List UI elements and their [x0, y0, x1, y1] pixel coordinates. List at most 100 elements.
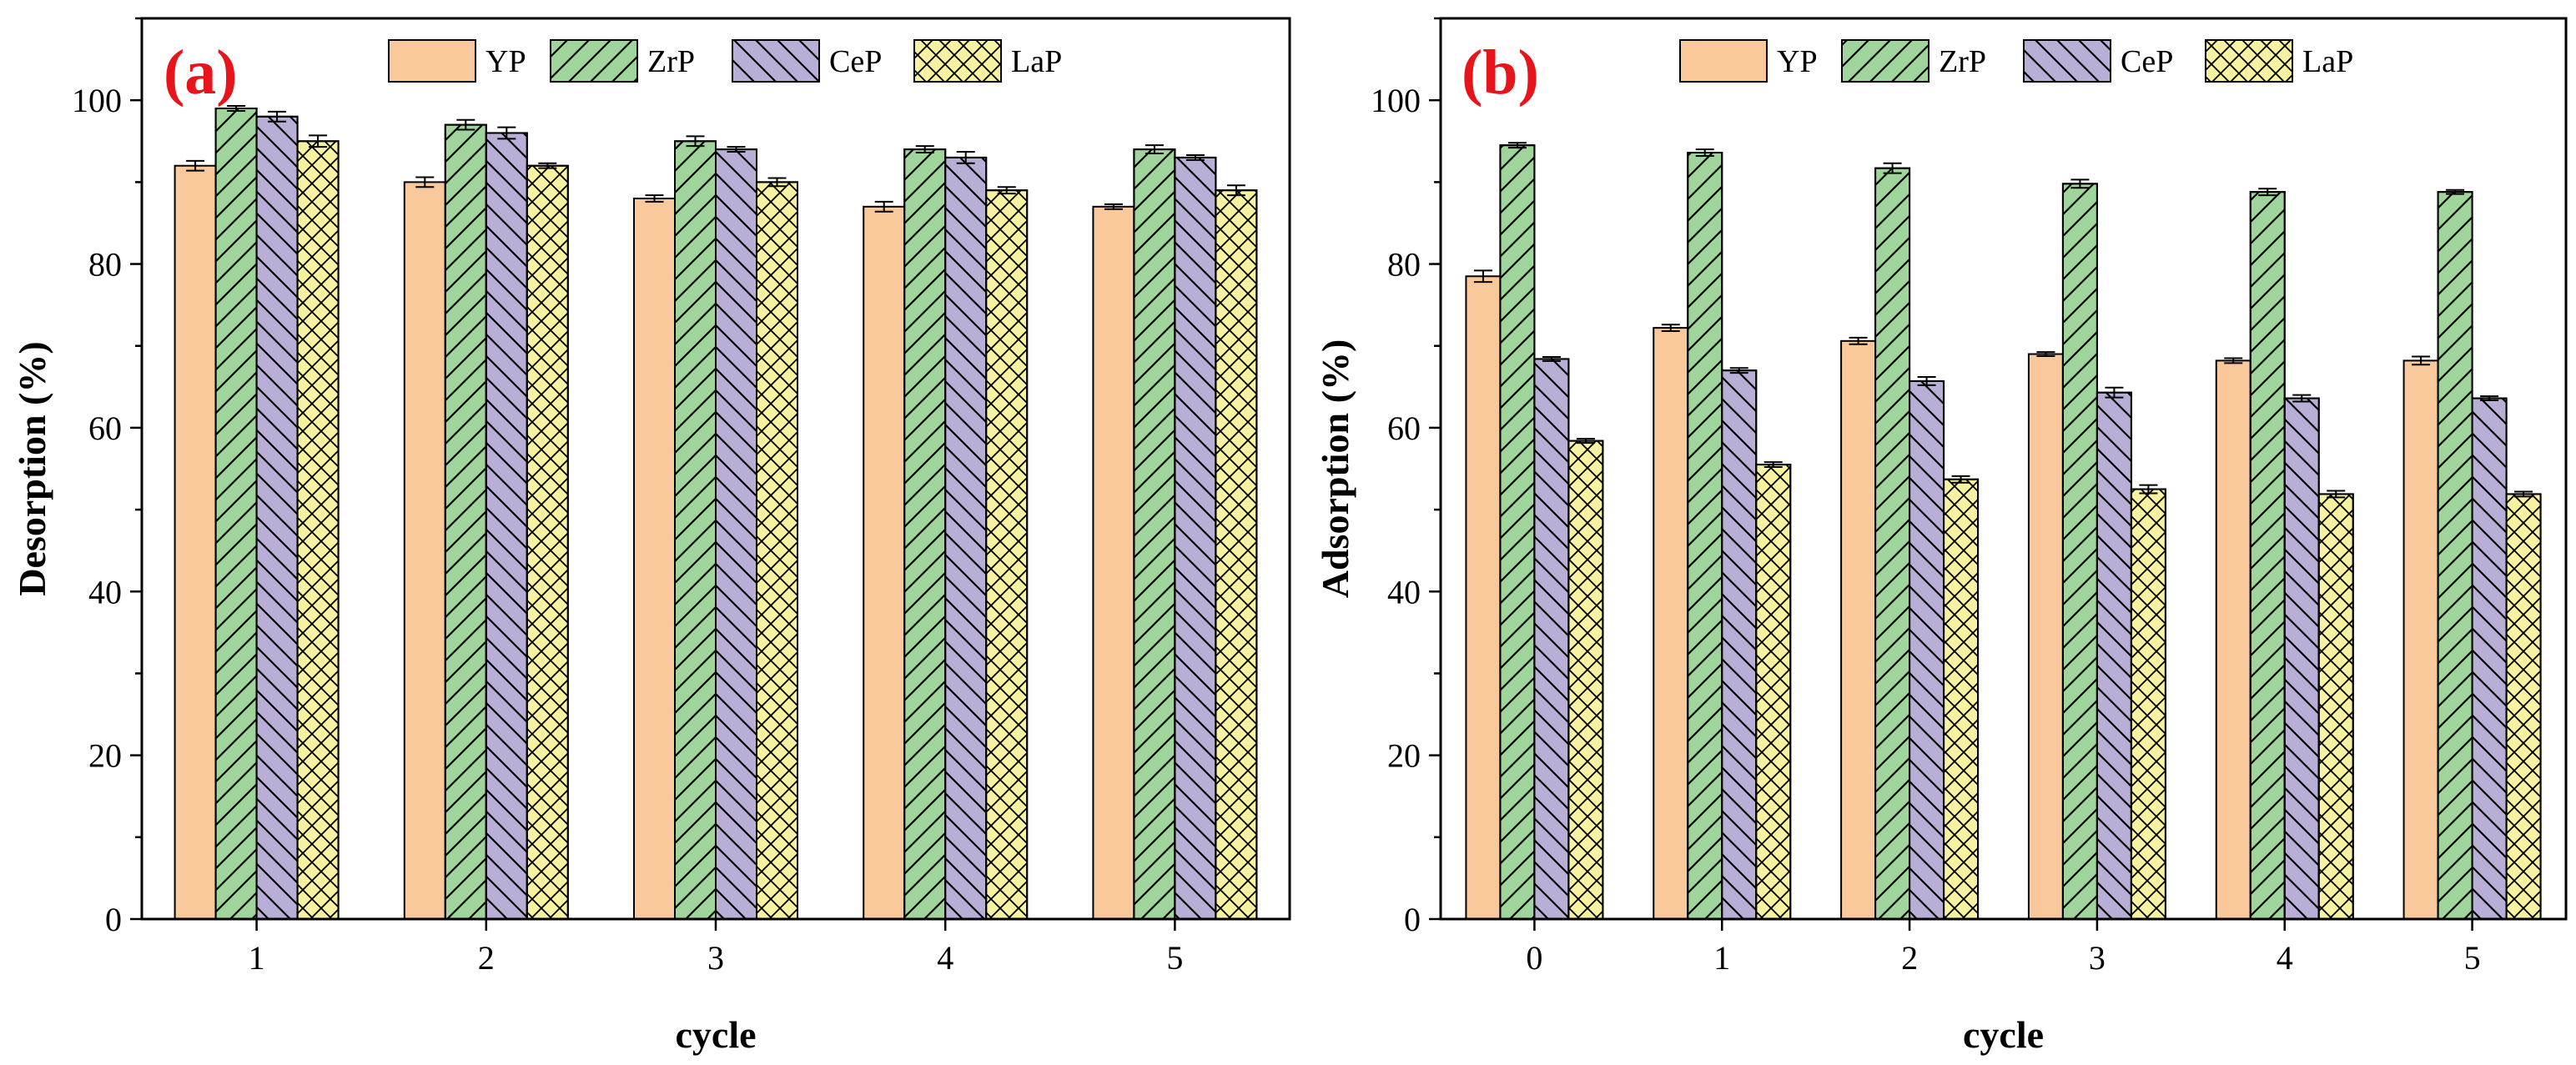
bar-hatch-CeP-3	[2096, 391, 2132, 920]
desorption-panel-label: (a)	[164, 38, 238, 108]
adsorption-x-axis-title: cycle	[1963, 1013, 2044, 1056]
x-tick-label: 0	[1526, 939, 1542, 977]
adsorption-y-axis-title: Adsorption (%)	[1314, 339, 1356, 599]
legend-label-ZrP: ZrP	[1939, 44, 1986, 79]
bar-YP-3	[633, 198, 676, 920]
bar-hatch-CeP-2	[485, 132, 528, 921]
desorption-x-axis-title: cycle	[675, 1013, 756, 1056]
x-tick-label: 3	[707, 939, 724, 977]
legend-label-ZrP: ZrP	[647, 44, 695, 79]
bar-YP-2	[1840, 339, 1877, 920]
y-tick-label: 0	[1404, 901, 1421, 938]
bar-YP-2	[403, 181, 446, 920]
bar-hatch-LaP-3	[756, 181, 798, 920]
bar-YP-4	[2215, 359, 2251, 920]
y-tick-label: 20	[1387, 737, 1421, 775]
desorption-y-axis: 0 20 40 60 80 100	[72, 17, 142, 938]
bar-hatch-ZrP-4	[903, 148, 947, 921]
legend-swatch-hatch-LaP	[913, 39, 1002, 83]
x-tick-label: 3	[2089, 939, 2106, 977]
y-tick-label: 100	[72, 82, 122, 119]
bar-hatch-ZrP-3	[674, 140, 717, 921]
bar-hatch-LaP-4	[2317, 493, 2354, 920]
bar-hatch-LaP-4	[985, 189, 1029, 920]
y-tick-label: 100	[1371, 82, 1421, 119]
adsorption-panel-label: (b)	[1462, 38, 1539, 108]
x-tick-label: 1	[249, 939, 265, 977]
bar-hatch-ZrP-1	[1687, 152, 1723, 920]
x-tick-label: 4	[2277, 939, 2293, 977]
bar-hatch-CeP-5	[1174, 156, 1217, 920]
bar-YP-1	[1653, 327, 1689, 920]
bar-YP-1	[174, 164, 217, 920]
bar-hatch-ZrP-1	[214, 108, 258, 920]
bar-hatch-LaP-1	[1755, 464, 1792, 920]
desorption-bars	[174, 108, 1258, 921]
legend-swatch-YP	[1679, 39, 1768, 83]
legend-swatch-hatch-ZrP	[550, 39, 638, 83]
legend-swatch-YP	[388, 39, 476, 83]
desorption-x-axis: 1 2 3 4 5	[249, 919, 1183, 977]
bar-hatch-LaP-5	[2505, 493, 2542, 920]
legend-label-CeP: CeP	[829, 44, 882, 79]
y-tick-label: 40	[1387, 573, 1421, 610]
x-tick-label: 5	[2464, 939, 2481, 977]
bar-hatch-CeP-5	[2471, 397, 2508, 920]
bar-YP-5	[2402, 359, 2439, 920]
legend-swatch-hatch-CeP	[732, 39, 820, 83]
bar-hatch-LaP-5	[1215, 189, 1258, 920]
x-tick-label: 4	[937, 939, 953, 977]
adsorption-chart-panel: 0 20 40 60 80 100 0 1 2 3 4 5 Adsorption (%) cycle…	[1314, 17, 2568, 1056]
bar-YP-3	[2027, 353, 2064, 920]
legend-swatch-hatch-CeP	[2023, 39, 2111, 83]
bar-hatch-CeP-2	[1909, 379, 1945, 921]
bar-hatch-ZrP-2	[1874, 167, 1911, 920]
adsorption-bars	[1465, 144, 2542, 921]
x-tick-label: 1	[1713, 939, 1730, 977]
bar-hatch-ZrP-5	[2437, 191, 2473, 921]
desorption-legend: YP ZrP CeP LaP	[388, 39, 1062, 83]
bar-hatch-ZrP-4	[2249, 191, 2286, 921]
bar-hatch-CeP-4	[2283, 397, 2320, 920]
bar-hatch-ZrP-2	[444, 123, 487, 921]
bar-hatch-ZrP-0	[1499, 144, 1536, 920]
y-tick-label: 40	[88, 573, 122, 610]
adsorption-y-axis: 0 20 40 60 80 100	[1371, 17, 1441, 938]
legend-label-LaP: LaP	[1011, 44, 1062, 79]
legend-label-LaP: LaP	[2302, 44, 2353, 79]
bar-YP-0	[1465, 275, 1502, 921]
bar-hatch-CeP-1	[255, 115, 299, 920]
bar-YP-5	[1092, 205, 1135, 920]
bar-hatch-CeP-0	[1533, 358, 1570, 921]
bar-hatch-ZrP-3	[2061, 183, 2098, 920]
adsorption-legend: YP ZrP CeP LaP	[1679, 39, 2353, 83]
x-tick-label: 2	[1901, 939, 1918, 977]
bar-hatch-LaP-2	[1943, 478, 1980, 920]
legend-swatch-hatch-ZrP	[1841, 39, 1929, 83]
y-tick-label: 80	[1387, 246, 1421, 284]
bar-hatch-LaP-2	[526, 164, 569, 920]
adsorption-plot-frame	[1439, 17, 2568, 921]
y-tick-label: 60	[1387, 409, 1421, 447]
bar-hatch-LaP-3	[2130, 488, 2166, 920]
bar-hatch-CeP-4	[944, 156, 988, 920]
bar-hatch-LaP-1	[296, 140, 340, 921]
adsorption-x-axis: 0 1 2 3 4 5	[1526, 919, 2481, 977]
legend-label-YP: YP	[1777, 44, 1818, 79]
legend-label-CeP: CeP	[2121, 44, 2173, 79]
y-tick-label: 0	[105, 901, 122, 938]
desorption-error-bars	[186, 105, 1245, 213]
y-tick-label: 20	[88, 737, 122, 775]
bar-hatch-CeP-3	[715, 148, 757, 921]
bar-hatch-LaP-0	[1567, 440, 1604, 920]
bar-hatch-CeP-1	[1721, 369, 1758, 920]
y-tick-label: 60	[88, 409, 122, 447]
x-tick-label: 5	[1166, 939, 1183, 977]
adsorption-error-bars	[1473, 142, 2533, 499]
bar-YP-4	[863, 205, 906, 920]
y-tick-label: 80	[88, 246, 122, 284]
bar-hatch-ZrP-5	[1133, 148, 1176, 921]
desorption-y-axis-title: Desorption (%)	[11, 341, 53, 595]
